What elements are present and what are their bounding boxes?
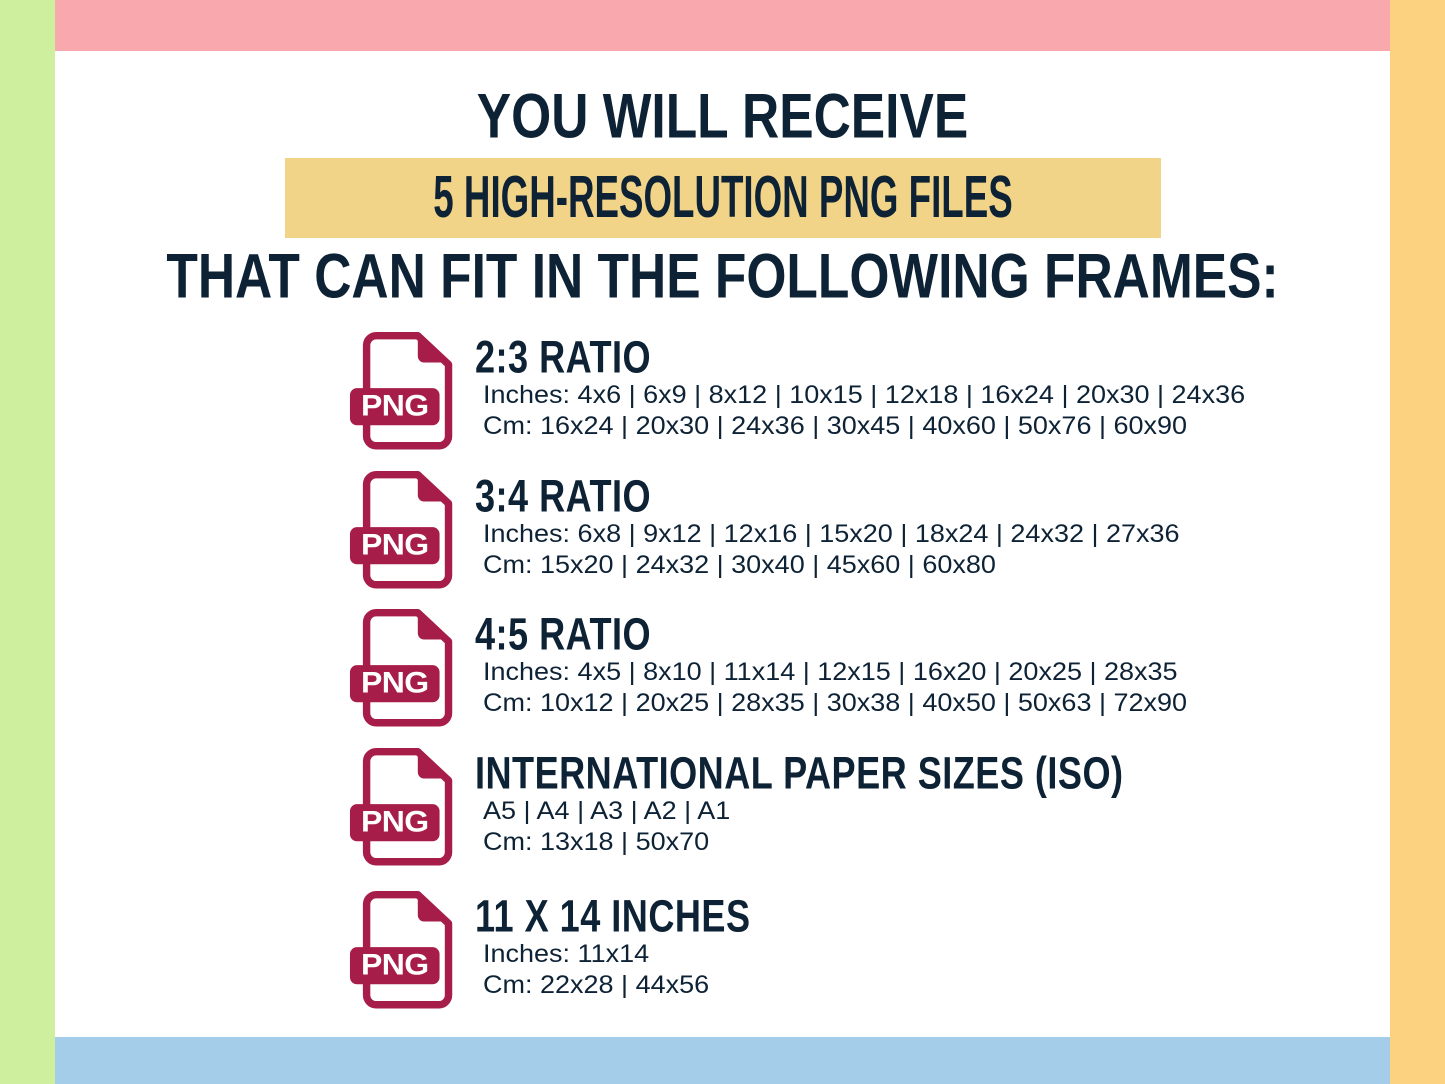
svg-text:PNG: PNG <box>361 528 428 562</box>
svg-text:PNG: PNG <box>361 948 428 982</box>
svg-text:PNG: PNG <box>361 805 428 839</box>
svg-text:PNG: PNG <box>361 666 428 700</box>
svg-text:PNG: PNG <box>361 389 428 423</box>
